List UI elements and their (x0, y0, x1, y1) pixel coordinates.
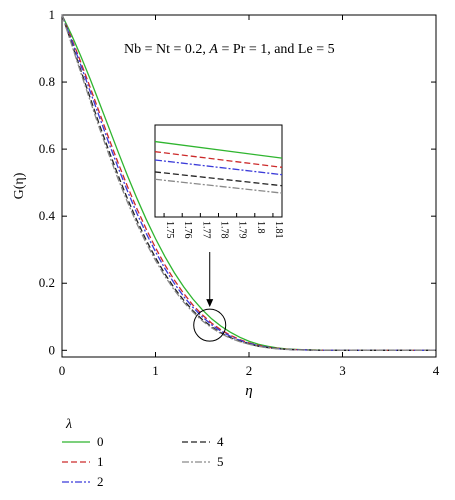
legend-label: 5 (217, 454, 224, 469)
inset-x-tick-label: 1.8 (255, 221, 266, 234)
legend: λ 0 1 2 4 5 (62, 417, 224, 489)
y-axis-label: G(η) (12, 172, 27, 199)
inset-x-tick-label: 1.76 (182, 221, 193, 239)
main-axes: 0 1 2 3 4 0 0.2 0.4 0.6 0.8 1 η G(η) Nb = Nt = 0.2, A… (12, 7, 440, 399)
y-tick-label: 0.4 (39, 208, 56, 223)
y-tick-label: 0.8 (39, 74, 55, 89)
legend-title: λ (65, 417, 72, 432)
series-line-2 (61, 14, 436, 351)
parameter-annotation: Nb = Nt = 0.2, A = Pr = 1, and Le = 5 (124, 42, 335, 57)
annotation-part: A (208, 42, 218, 57)
x-tick-label: 2 (246, 363, 253, 378)
annotation-part: Nb = Nt = 0.2, (124, 42, 209, 57)
annotation-part: = Pr = 1, and Le = 5 (218, 42, 335, 57)
inset-series-line-5 (154, 178, 283, 194)
x-tick-label: 3 (339, 363, 346, 378)
inset-frame (154, 124, 283, 218)
legend-label: 2 (97, 474, 104, 489)
inset-series-line-0 (154, 140, 283, 159)
zoom-arrow-head (206, 299, 214, 308)
series-line-1 (61, 14, 436, 351)
y-tick-label: 0 (49, 342, 56, 357)
y-tick-label: 0.6 (39, 141, 56, 156)
legend-label: 1 (97, 454, 104, 469)
inset-series-line-2 (154, 159, 283, 176)
zoom-circle (193, 308, 227, 342)
x-tick-label: 4 (433, 363, 440, 378)
x-tick-label: 0 (59, 363, 66, 378)
series-line-5 (61, 14, 436, 351)
y-tick-label: 1 (49, 7, 56, 22)
y-tick-label: 0.2 (39, 275, 55, 290)
inset-x-tick-label: 1.75 (164, 221, 175, 239)
legend-label: 0 (97, 434, 104, 449)
inset-chart: 1.75 1.76 1.77 1.78 1.79 1.8 1.81 (154, 124, 284, 308)
inset-series-line-1 (154, 151, 283, 168)
main-series (61, 14, 436, 351)
inset-series-line-4 (154, 171, 283, 187)
inset-x-tick-label: 1.81 (273, 221, 284, 239)
inset-x-tick-label: 1.77 (200, 221, 211, 239)
inset-x-tick-label: 1.78 (219, 221, 230, 239)
inset-x-tick-label: 1.79 (237, 221, 248, 239)
legend-label: 4 (217, 434, 224, 449)
x-tick-label: 1 (152, 363, 159, 378)
x-axis-label: η (245, 383, 252, 399)
